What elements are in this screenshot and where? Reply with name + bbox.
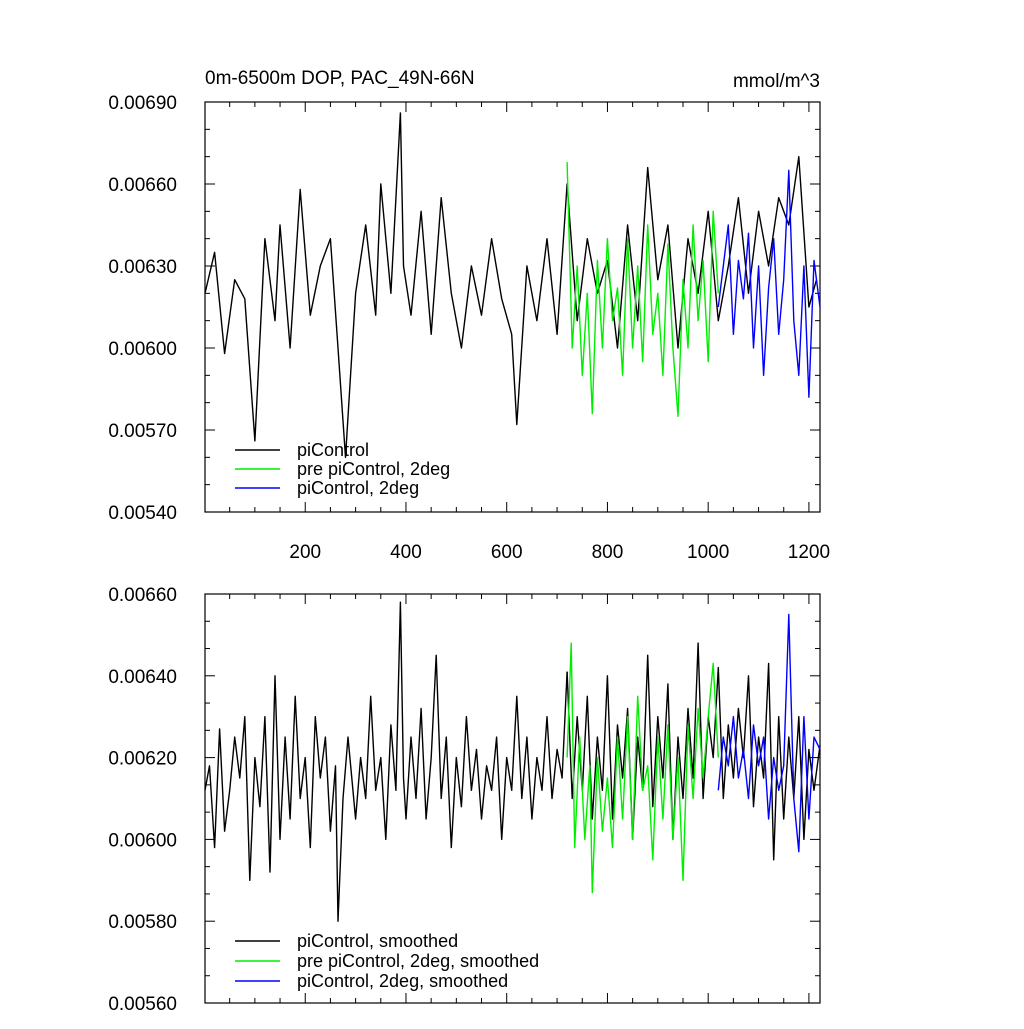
x-tick-label: 1200 [788, 542, 830, 563]
y-tick-label: 0.00570 [108, 421, 177, 442]
x-tick-label: 600 [491, 542, 523, 563]
series-line-picontrol-2deg [717, 169, 821, 398]
top-plot: 0.00540 0.00570 0.00600 0.00630 0.00660 0.006… [108, 93, 830, 563]
bottom-plot: 0.00560 0.00580 0.00600 0.00620 0.00640 0.006… [108, 585, 821, 1015]
chart-title: 0m-6500m DOP, PAC_49N-66N [205, 68, 475, 89]
y-tick-label: 0.00600 [108, 339, 177, 360]
y-tick-label: 0.00660 [108, 175, 177, 196]
x-tick-label: 400 [390, 542, 422, 563]
legend-label: piControl, 2deg, smoothed [297, 971, 508, 991]
series-line-pre-picontrol-2deg [566, 162, 719, 417]
plot-frame [204, 593, 821, 1004]
legend-label: piControl [297, 440, 369, 460]
y-tick-label: 0.00630 [108, 257, 177, 278]
x-tick-label: 800 [592, 542, 624, 563]
series-line-picontrol-2deg-smoothed [717, 613, 821, 853]
x-tick-label: 1000 [687, 542, 729, 563]
y-tick-label: 0.00690 [108, 93, 177, 114]
units-label: mmol/m^3 [733, 71, 820, 92]
legend-label: piControl, smoothed [297, 931, 458, 951]
y-tick-label: 0.00640 [108, 667, 177, 688]
legend-label: piControl, 2deg [297, 478, 419, 498]
y-tick-label: 0.00660 [108, 585, 177, 606]
y-tick-label: 0.00540 [108, 503, 177, 524]
x-tick-label: 200 [289, 542, 321, 563]
y-tick-label: 0.00600 [108, 830, 177, 851]
series-line-picontrol [204, 112, 818, 458]
series-line-picontrol-smoothed [204, 601, 568, 922]
legend-label: pre piControl, 2deg, smoothed [297, 951, 539, 971]
series-line-picontrol-smoothed-cont- [566, 642, 821, 861]
y-tick-label: 0.00620 [108, 749, 177, 770]
y-tick-label: 0.00580 [108, 912, 177, 933]
y-tick-label: 0.00560 [108, 994, 177, 1015]
series-line-pre-picontrol-2deg-smoothed [566, 642, 719, 894]
legend-label: pre piControl, 2deg [297, 459, 450, 479]
